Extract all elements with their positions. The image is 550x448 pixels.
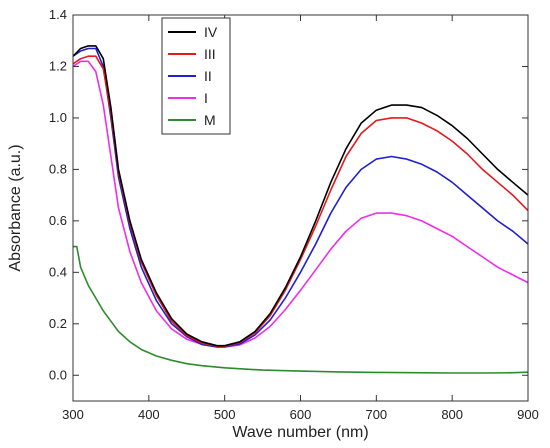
series-line-ii (72, 47, 529, 348)
x-axis-title: Wave number (nm) (232, 424, 368, 441)
y-tick-label: 0.2 (49, 316, 67, 331)
series-line-iii (72, 55, 529, 348)
legend-label: II (204, 68, 212, 84)
y-tick-label: 0.8 (49, 161, 67, 176)
legend-label: III (204, 46, 216, 62)
y-tick-label: 1.0 (49, 110, 67, 125)
y-tick-label: 0.0 (49, 367, 67, 382)
series-line-iv (72, 45, 529, 347)
y-tick-label: 1.2 (49, 58, 67, 73)
x-tick-label: 400 (138, 407, 160, 422)
x-tick-label: 600 (290, 407, 312, 422)
plot-frame (72, 14, 529, 402)
x-tick-label: 300 (62, 407, 84, 422)
x-tick-label: 700 (365, 407, 387, 422)
series-line-m (73, 245, 529, 374)
x-tick-label: 500 (214, 407, 236, 422)
series-line-i (72, 60, 529, 348)
legend-label: M (204, 112, 216, 128)
y-axis-title: Absorbance (a.u.) (7, 144, 24, 271)
y-tick-label: 1.4 (49, 7, 67, 22)
x-tick-label: 900 (517, 407, 539, 422)
x-tick-label: 800 (441, 407, 463, 422)
series-layer (72, 45, 529, 374)
y-tick-label: 0.4 (49, 264, 67, 279)
y-tick-label: 0.6 (49, 213, 67, 228)
legend-label: I (204, 90, 208, 106)
ticks-layer: 300 400 500 600 700 800 900 0.0 0.2 0.4 0.6 0.8 1.0 1… (49, 7, 539, 422)
legend-label: IV (204, 24, 218, 40)
